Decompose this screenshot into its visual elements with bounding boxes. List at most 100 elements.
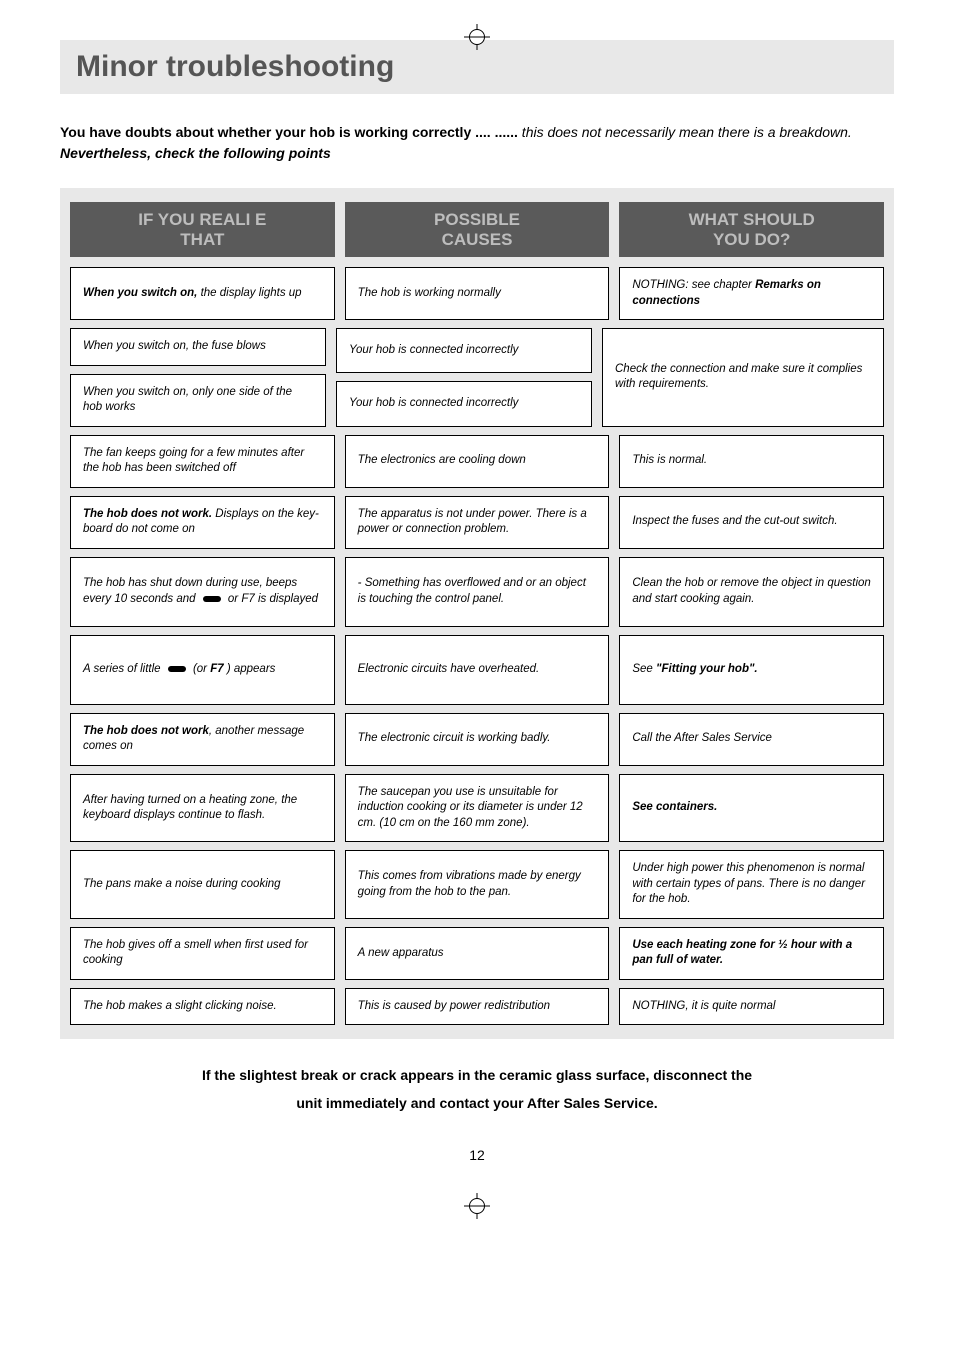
cell-text: Your hob is connected incorrectly: [349, 396, 579, 412]
header-action: WHAT SHOULD YOU DO?: [619, 202, 884, 257]
cell-action: This is normal.: [619, 435, 884, 488]
cell-symptom: The hob does not work. Displays on the k…: [70, 496, 335, 549]
cell-text: Inspect the fuses and the cut-out switch…: [632, 514, 871, 530]
warning-line: If the slightest break or crack appears …: [60, 1061, 894, 1089]
cell-cause: - Something has overflowed and or an obj…: [345, 557, 610, 627]
header-text: THAT: [76, 230, 329, 250]
table-row: The hob does not work, another message c…: [70, 713, 884, 766]
troubleshooting-table: IF YOU REALI E THAT POSSIBLE CAUSES WHAT…: [60, 188, 894, 1039]
cell-action: NOTHING: see chapter Remarks on connecti…: [619, 267, 884, 320]
header-text: POSSIBLE: [351, 210, 604, 230]
cell-text: The fan keeps going for a few minutes af…: [83, 446, 322, 477]
cell-action: See containers.: [619, 774, 884, 843]
cell-action: Use each heating zone for ½ hour with a …: [619, 927, 884, 980]
header-realize: IF YOU REALI E THAT: [70, 202, 335, 257]
cell-text: The hob is working normally: [358, 286, 597, 302]
cell-cause: Electronic circuits have overheated.: [345, 635, 610, 705]
cell-text: Clean the hob or remove the object in qu…: [632, 576, 871, 607]
cell-text: The electronics are cooling down: [358, 453, 597, 469]
cell-text: NOTHING, it is quite normal: [632, 999, 871, 1015]
cell-symptom: The hob gives off a smell when first use…: [70, 927, 335, 980]
cell-symptom: The fan keeps going for a few minutes af…: [70, 435, 335, 488]
table-row: The fan keeps going for a few minutes af…: [70, 435, 884, 488]
cell-text: Call the After Sales Service: [632, 731, 871, 747]
cell-symptom: The pans make a noise during cooking: [70, 850, 335, 919]
warning-line: unit immediately and contact your After …: [60, 1089, 894, 1117]
header-text: CAUSES: [351, 230, 604, 250]
cell-text: Under high power this phenomenon is norm…: [632, 861, 871, 908]
cell-text: This is normal.: [632, 453, 871, 469]
cell-text: A series of little: [83, 663, 164, 675]
registration-mark-top: [464, 24, 490, 50]
page-number: 12: [60, 1147, 894, 1163]
safety-warning: If the slightest break or crack appears …: [60, 1061, 894, 1117]
cell-text: the fuse blows: [189, 340, 266, 352]
cell-action: Check the connection and make sure it co…: [602, 328, 884, 427]
cell-action: Inspect the fuses and the cut-out switch…: [619, 496, 884, 549]
cell-text: ) appears: [224, 663, 276, 675]
table-row: After having turned on a heating zone, t…: [70, 774, 884, 843]
dash-icon: [203, 596, 221, 602]
table-row: When you switch on, the display lights u…: [70, 267, 884, 320]
cell-text: The saucepan you use is unsuitable for i…: [358, 785, 597, 832]
cell-action: Clean the hob or remove the object in qu…: [619, 557, 884, 627]
cell-text: A new apparatus: [358, 946, 597, 962]
table-row: The hob does not work. Displays on the k…: [70, 496, 884, 549]
table-row: The hob gives off a smell when first use…: [70, 927, 884, 980]
cell-symptom: When you switch on, the fuse blows: [70, 328, 326, 366]
cell-symptom: When you switch on, only one side of the…: [70, 374, 326, 427]
cell-text: NOTHING: see chapter: [632, 279, 755, 291]
cell-text: The pans make a noise during cooking: [83, 877, 322, 893]
cell-cause: Your hob is connected incorrectly: [336, 328, 592, 373]
cell-bold: When you switch on,: [83, 287, 197, 299]
dash-icon: [168, 666, 186, 672]
cell-bold: "Fitting your hob".: [656, 663, 758, 675]
table-row: The hob has shut down during use, beeps …: [70, 557, 884, 627]
cell-text: Check the connection and make sure it co…: [615, 362, 871, 393]
cell-text: The hob gives off a smell when first use…: [83, 938, 322, 969]
header-text: YOU DO?: [625, 230, 878, 250]
cell-text: - Something has overflowed and or an obj…: [358, 576, 597, 607]
registration-mark-bottom: [464, 1193, 490, 1219]
header-text: IF YOU REALI E: [76, 210, 329, 230]
cell-text: Electronic circuits have overheated.: [358, 662, 597, 678]
cell-action: NOTHING, it is quite normal: [619, 988, 884, 1026]
cell-bold: Use each heating zone for ½ hour with a …: [632, 938, 871, 969]
cell-symptom: The hob does not work, another message c…: [70, 713, 335, 766]
cell-symptom: When you switch on, the display lights u…: [70, 267, 335, 320]
cell-cause: This is caused by power redistribution: [345, 988, 610, 1026]
cell-bold: See containers.: [632, 800, 871, 816]
cell-text: or F7 is displayed: [225, 593, 318, 605]
cell-bold: The hob does not work.: [83, 508, 212, 520]
cell-symptom: A series of little (or F7 ) appears: [70, 635, 335, 705]
cell-symptom: The hob has shut down during use, beeps …: [70, 557, 335, 627]
cell-text: (or: [190, 663, 210, 675]
intro-lead-italic: this does not necessarily mean there is …: [518, 124, 852, 140]
cell-text: The hob makes a slight clicking noise.: [83, 999, 322, 1015]
cell-bold: When you switch on,: [83, 340, 189, 352]
cell-symptom: The hob makes a slight clicking noise.: [70, 988, 335, 1026]
cell-text: See: [632, 663, 656, 675]
cell-text: The electronic circuit is working badly.: [358, 731, 597, 747]
cell-action: See "Fitting your hob".: [619, 635, 884, 705]
cell-cause: A new apparatus: [345, 927, 610, 980]
header-causes: POSSIBLE CAUSES: [345, 202, 610, 257]
intro-lead-bolditalic: Nevertheless, check the following points: [60, 145, 331, 161]
table-row: A series of little (or F7 ) appears Elec…: [70, 635, 884, 705]
cell-text: the display lights up: [197, 287, 301, 299]
cell-bold: When you switch on,: [83, 386, 189, 398]
page-title: Minor troubleshooting: [76, 50, 878, 84]
cell-cause: Your hob is connected incorrectly: [336, 381, 592, 426]
cell-action: Call the After Sales Service: [619, 713, 884, 766]
header-text: WHAT SHOULD: [625, 210, 878, 230]
cell-symptom: After having turned on a heating zone, t…: [70, 774, 335, 843]
cell-text: This comes from vibrations made by energ…: [358, 869, 597, 900]
page: Minor troubleshooting You have doubts ab…: [0, 0, 954, 1219]
cell-cause: The hob is working normally: [345, 267, 610, 320]
cell-action: Under high power this phenomenon is norm…: [619, 850, 884, 919]
cell-group: When you switch on, the fuse blows When …: [70, 328, 326, 427]
intro-paragraph: You have doubts about whether your hob i…: [60, 122, 894, 164]
cell-cause: The electronics are cooling down: [345, 435, 610, 488]
table-row: The pans make a noise during cooking Thi…: [70, 850, 884, 919]
cell-cause: The electronic circuit is working badly.: [345, 713, 610, 766]
